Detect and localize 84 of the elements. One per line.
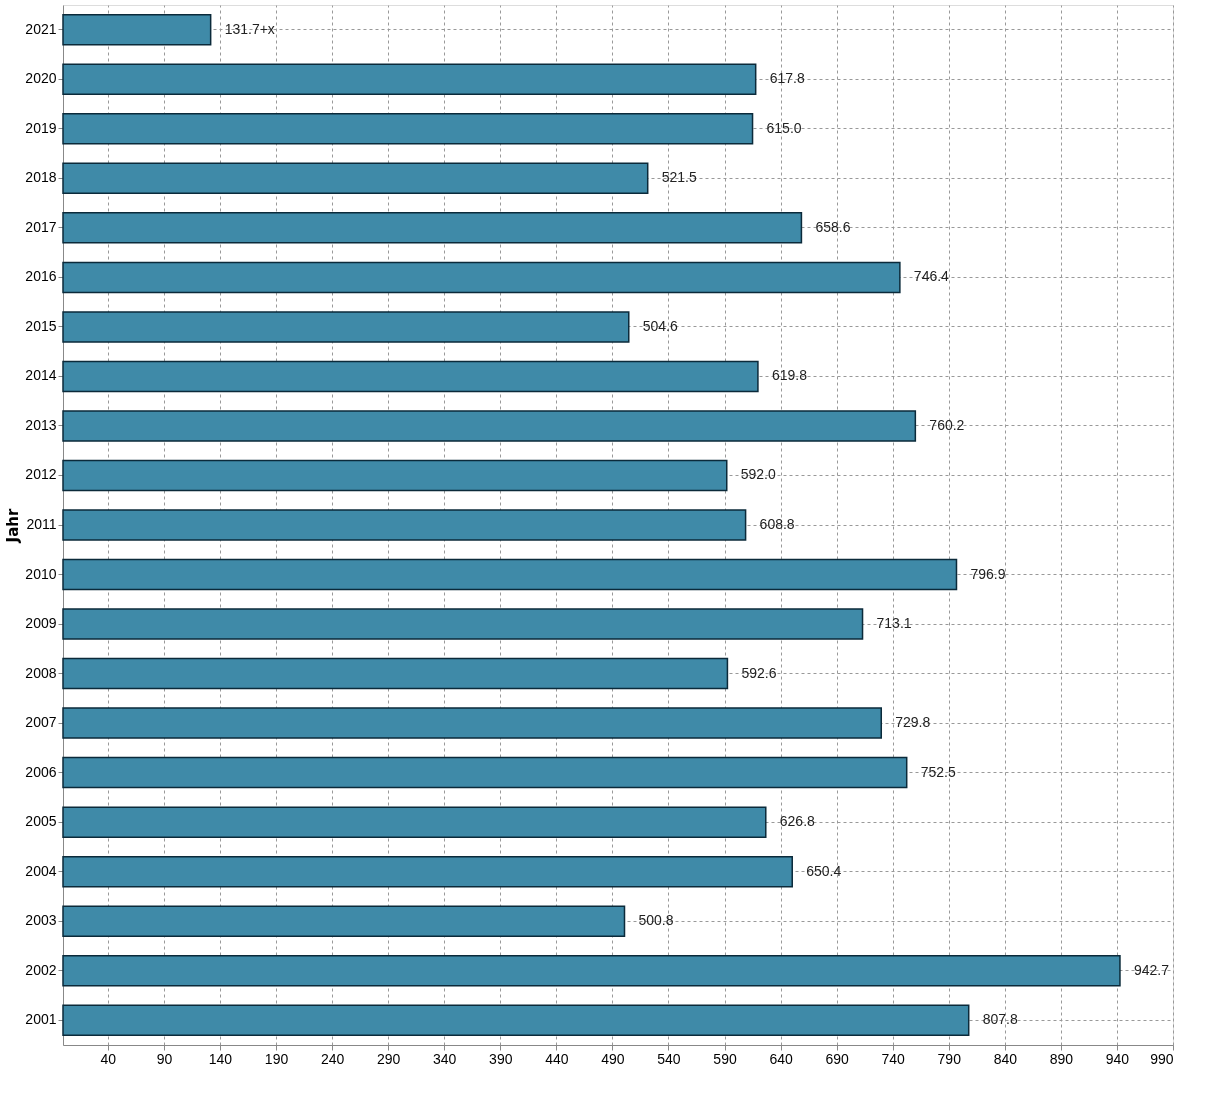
x-tick-label: 690	[825, 1050, 850, 1067]
x-tick-label: 540	[657, 1050, 681, 1067]
x-tick-label: 40	[100, 1050, 117, 1067]
data-label: 752.5	[920, 763, 956, 780]
y-tick-label: 2013	[25, 416, 57, 433]
data-label: 942.7	[1133, 961, 1170, 978]
y-tick-label: 2011	[26, 516, 57, 532]
x-tick-label: 890	[1049, 1050, 1074, 1067]
x-tick-label: 240	[320, 1050, 345, 1067]
y-tick-label: 2003	[25, 912, 57, 929]
bar	[62, 311, 630, 343]
bar	[62, 113, 754, 145]
y-tick-label: 2001	[25, 1011, 57, 1028]
data-label: 617.8	[769, 70, 805, 87]
y-tick-label: 2006	[25, 763, 57, 780]
y-tick-label: 2009	[25, 615, 57, 632]
data-label: 729.8	[895, 714, 931, 731]
y-tick-label: 2007	[25, 714, 57, 731]
bar	[62, 162, 649, 195]
y-tick-label: 2010	[25, 565, 57, 582]
bar	[62, 608, 864, 640]
y-tick-label: 2012	[25, 466, 57, 483]
data-label: 504.6	[642, 317, 679, 334]
data-label: 807.8	[982, 1011, 1018, 1028]
x-tick-label: 790	[937, 1050, 962, 1067]
bar	[62, 1004, 970, 1036]
x-tick-label: 640	[769, 1050, 793, 1067]
y-axis-title: Jahr	[4, 508, 23, 544]
data-label: 658.6	[815, 218, 851, 235]
bar	[62, 806, 767, 838]
data-label: 650.4	[806, 862, 842, 879]
data-label: 615.0	[766, 119, 802, 136]
data-label: 796.9	[970, 565, 1006, 582]
data-label: 592.0	[740, 466, 777, 483]
data-label: 608.8	[759, 516, 795, 532]
x-tick-label: 440	[545, 1050, 569, 1067]
bar	[62, 410, 917, 442]
y-tick-label: 2018	[25, 169, 57, 186]
bar	[62, 558, 958, 591]
x-tick-label: 140	[208, 1050, 233, 1067]
y-tick-label: 2021	[25, 20, 57, 37]
bar	[62, 954, 1121, 987]
bar	[62, 657, 729, 690]
y-tick-label: 2016	[25, 268, 57, 285]
x-tick-label: 290	[376, 1050, 401, 1067]
data-label: 760.2	[929, 416, 965, 433]
y-tick-label: 2005	[25, 813, 57, 830]
data-label: 619.8	[771, 367, 808, 384]
y-tick-label: 2020	[25, 70, 57, 87]
x-tick-label: 990	[1150, 1050, 1174, 1067]
y-tick-label: 2008	[25, 664, 57, 681]
bar	[62, 63, 757, 96]
bar	[62, 756, 908, 789]
data-label: 500.8	[638, 912, 674, 929]
bar	[62, 707, 883, 739]
x-tick-label: 190	[264, 1050, 289, 1067]
bar	[62, 14, 212, 46]
y-tick-label: 2014	[25, 367, 57, 384]
bar	[62, 905, 626, 937]
x-tick-label: 390	[489, 1050, 513, 1067]
data-label: 626.8	[779, 813, 816, 830]
x-tick-label: 590	[713, 1050, 737, 1067]
x-tick-label: 940	[1105, 1050, 1130, 1067]
data-label: 592.6	[741, 664, 777, 681]
y-tick-label: 2017	[25, 218, 57, 235]
x-tick-label: 740	[881, 1050, 906, 1067]
bar	[62, 509, 747, 541]
bar	[62, 855, 793, 888]
y-tick-label: 2015	[25, 317, 57, 334]
data-label: 521.5	[661, 169, 697, 186]
x-tick-label: 340	[433, 1050, 457, 1067]
y-tick-label: 2002	[25, 961, 57, 978]
data-label: 746.4	[913, 268, 950, 285]
y-tick-label: 2019	[25, 119, 57, 136]
data-label: 713.1	[876, 615, 912, 632]
bar	[62, 212, 803, 244]
data-label: 131.7+x	[224, 20, 275, 37]
y-tick-label: 2004	[25, 862, 57, 879]
x-tick-label: 840	[993, 1050, 1018, 1067]
bar	[62, 459, 728, 492]
x-tick-label: 90	[156, 1050, 173, 1067]
x-tick-label: 490	[601, 1050, 625, 1067]
bar	[62, 360, 759, 393]
bar	[62, 261, 901, 294]
